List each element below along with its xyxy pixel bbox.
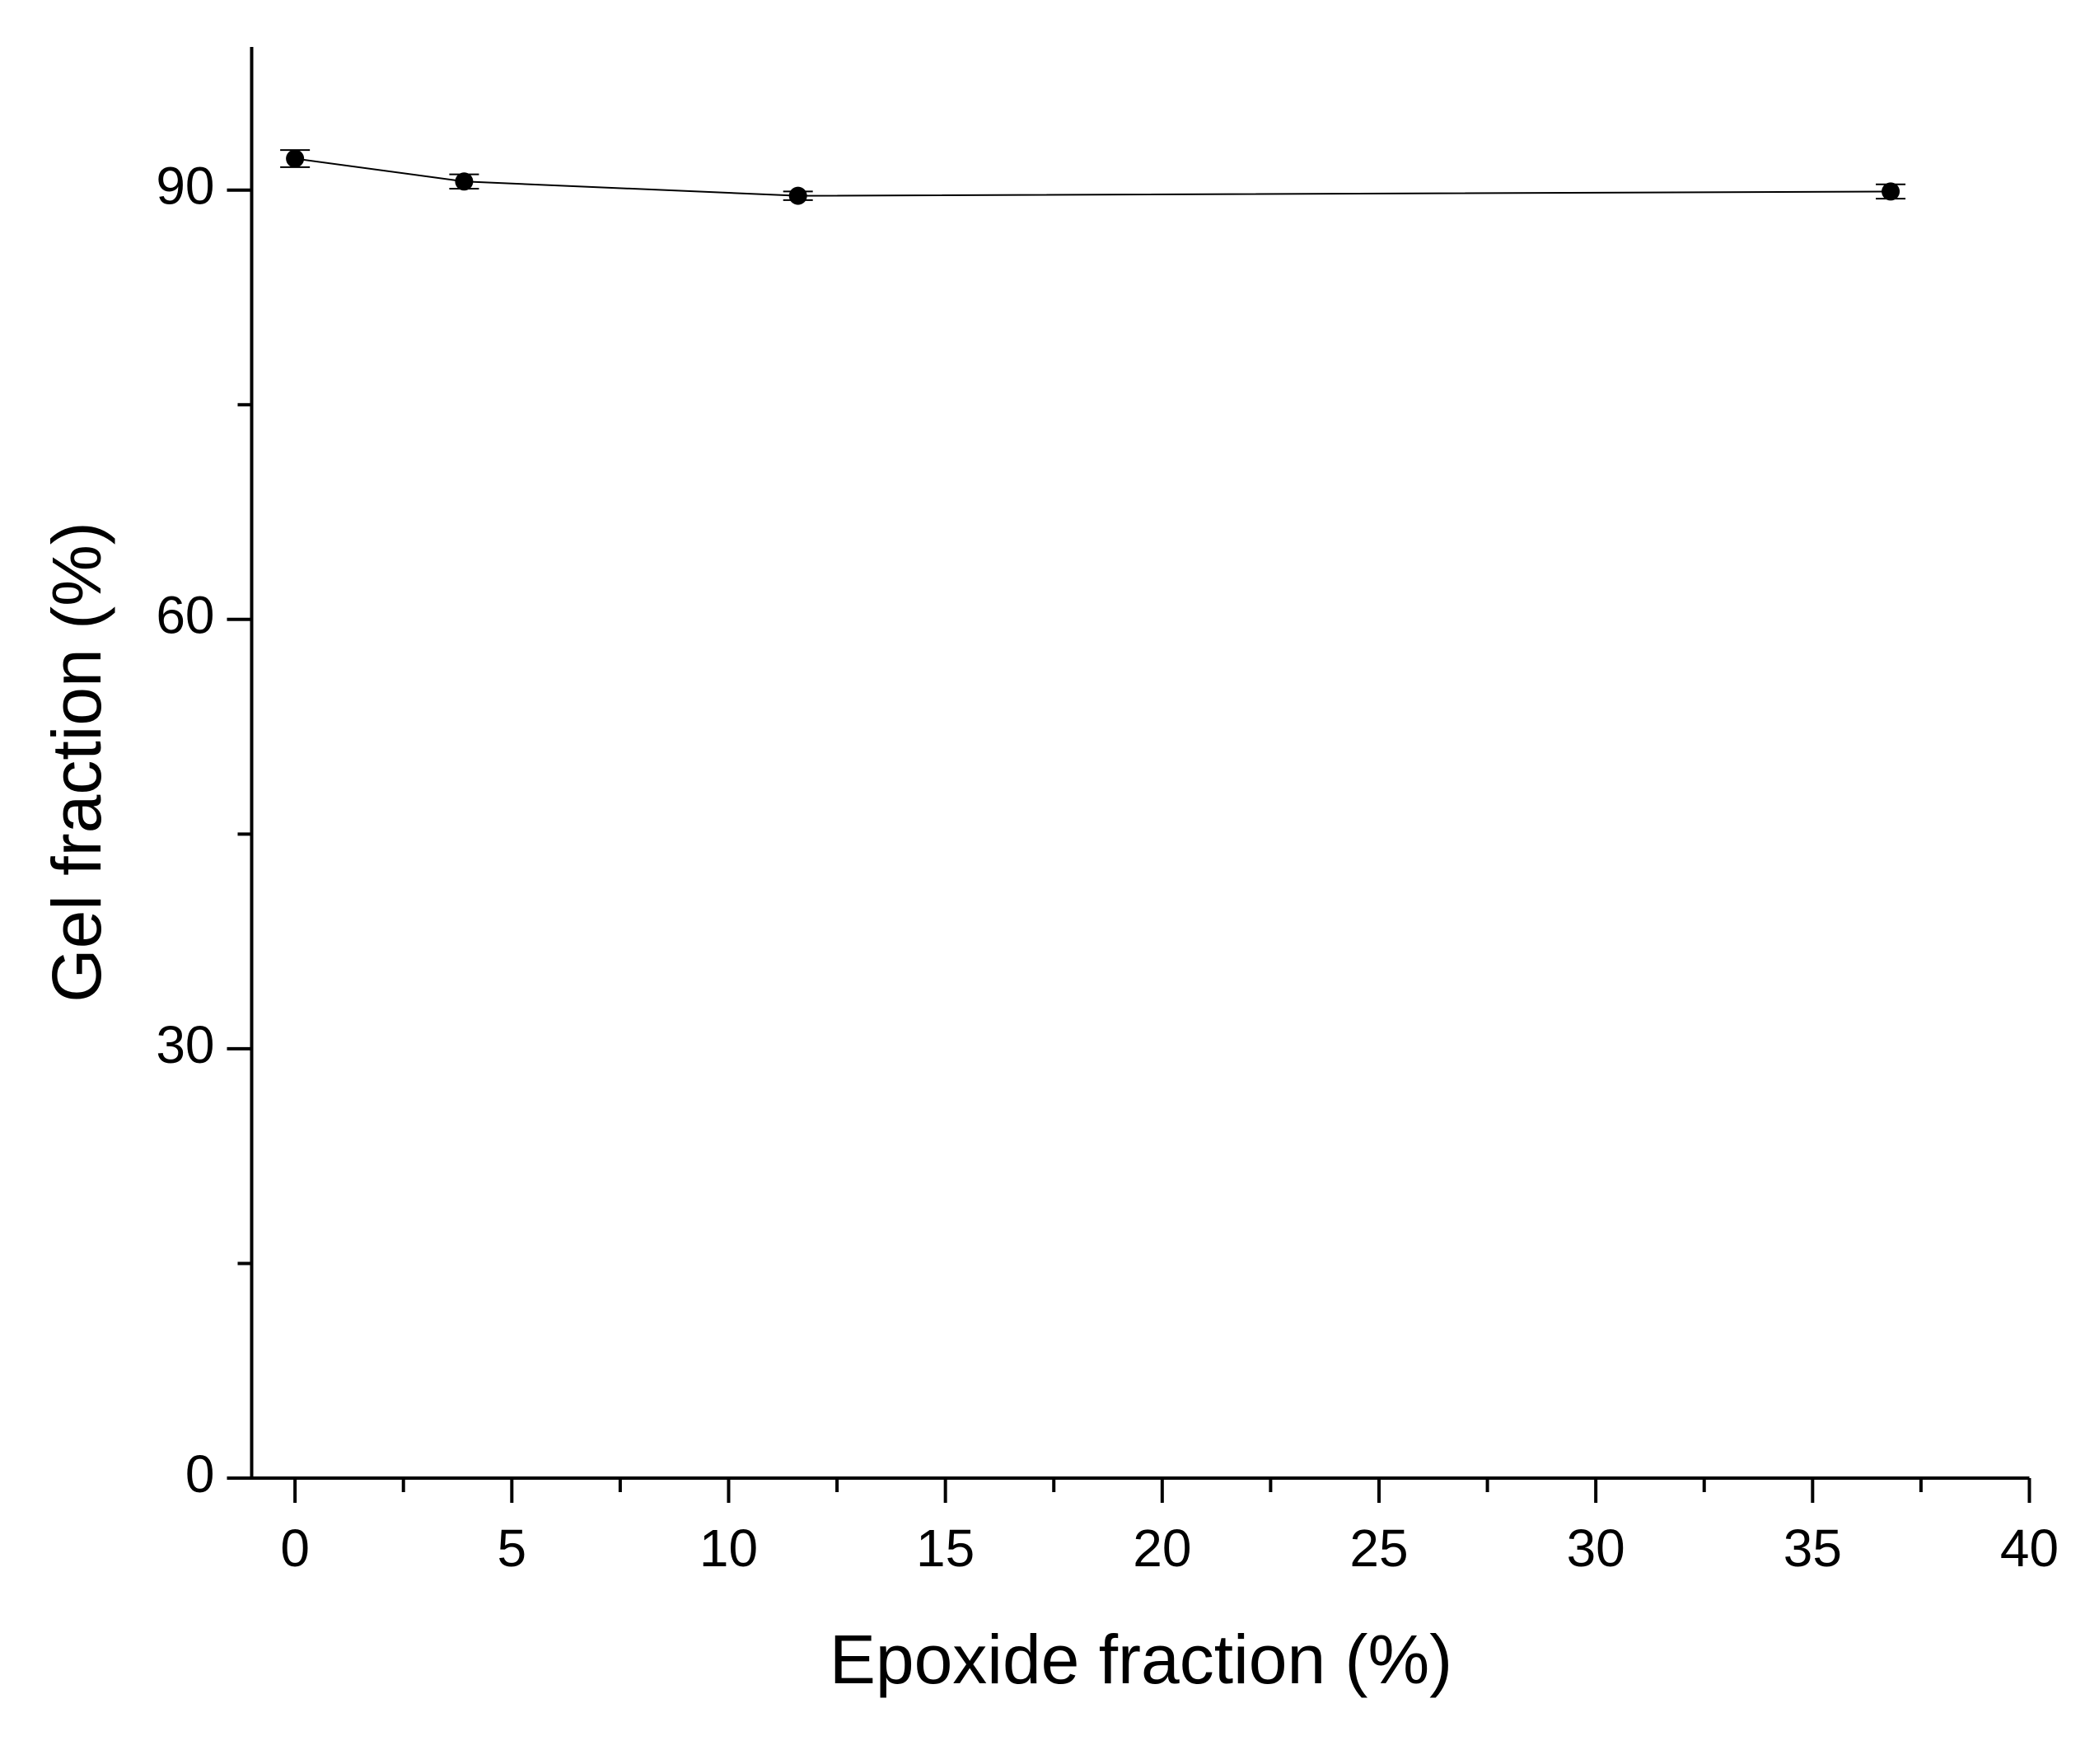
x-axis-label: Epoxide fraction (%) [830, 1621, 1452, 1698]
y-tick-label: 0 [185, 1444, 215, 1504]
data-point [1882, 182, 1900, 201]
data-point [455, 172, 474, 191]
x-tick-label: 20 [1133, 1518, 1191, 1578]
x-tick-label: 30 [1567, 1518, 1625, 1578]
x-tick-label: 15 [916, 1518, 975, 1578]
data-point [286, 149, 305, 168]
data-point [788, 186, 807, 205]
x-tick-label: 40 [2000, 1518, 2059, 1578]
data-line [294, 157, 1891, 197]
x-tick-label: 10 [699, 1518, 758, 1578]
x-tick-label: 35 [1783, 1518, 1842, 1578]
x-tick-label: 0 [280, 1518, 310, 1578]
y-axis-label: Gel fraction (%) [38, 522, 115, 1003]
y-tick-label: 30 [156, 1015, 214, 1074]
x-tick-label: 5 [498, 1518, 527, 1578]
x-tick-label: 25 [1349, 1518, 1408, 1578]
y-tick-label: 60 [156, 586, 214, 645]
y-tick-label: 90 [156, 157, 214, 216]
